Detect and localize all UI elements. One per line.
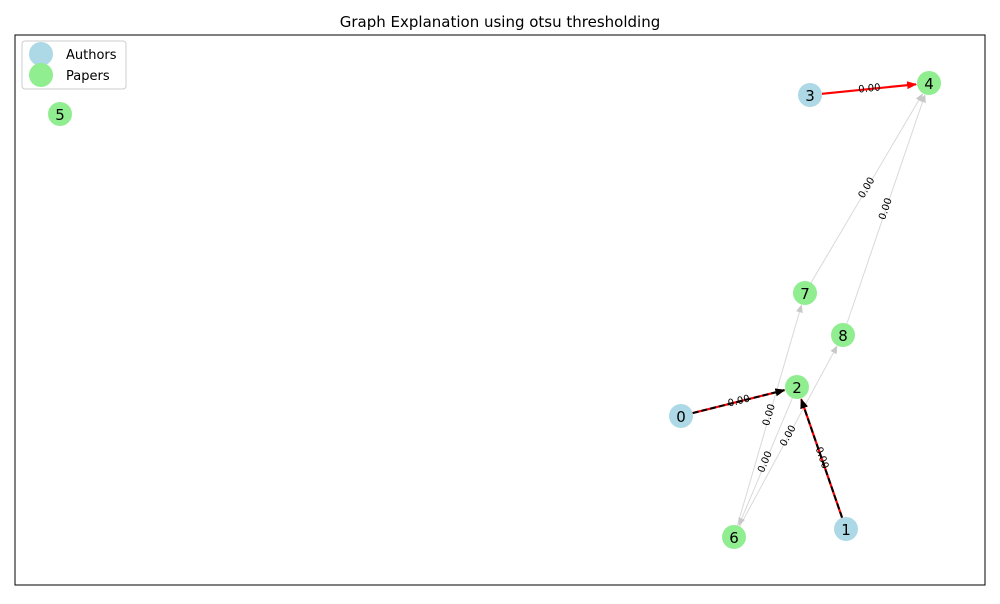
edge-label-3-4: 0.00 (858, 82, 881, 95)
node-label-0: 0 (676, 408, 686, 426)
chart-title: Graph Explanation using otsu thresholdin… (340, 13, 661, 31)
node-circle-4 (917, 71, 941, 95)
node-1: 1 (834, 517, 858, 541)
edge-label-0-2: 0.00 (727, 393, 751, 409)
node-label-2: 2 (792, 379, 802, 397)
legend-marker-papers (29, 63, 53, 87)
node-circle-0 (669, 404, 693, 428)
legend-label-papers: Papers (66, 69, 110, 84)
edge-6-7 (736, 304, 803, 526)
node-label-8: 8 (838, 327, 848, 345)
edge-labels-layer: 0.000.000.000.000.000.000.000.00 (727, 82, 895, 474)
node-circle-5 (48, 102, 72, 126)
edge-3-4 (821, 81, 918, 95)
edge-8-4 (846, 94, 926, 324)
node-label-6: 6 (729, 529, 739, 547)
legend-label-authors: Authors (66, 48, 117, 63)
edge-label-2-6: 0.00 (756, 450, 775, 475)
node-5: 5 (48, 102, 72, 126)
legend: Authors Papers (21, 40, 127, 90)
node-circle-7 (793, 281, 817, 305)
node-0: 0 (669, 404, 693, 428)
edge-label-7-4: 0.00 (857, 176, 878, 201)
node-circle-3 (798, 83, 822, 107)
node-7: 7 (793, 281, 817, 305)
node-8: 8 (831, 323, 855, 347)
edge-label-6-8: 0.00 (778, 424, 798, 449)
node-label-5: 5 (55, 106, 65, 124)
edge-2-6 (738, 397, 793, 526)
node-4: 4 (917, 71, 941, 95)
edge-7-4 (810, 93, 923, 283)
node-circle-6 (722, 525, 746, 549)
node-3: 3 (798, 83, 822, 107)
node-label-1: 1 (841, 521, 851, 539)
node-label-3: 3 (805, 87, 815, 105)
node-circle-2 (785, 375, 809, 399)
legend-marker-authors (29, 42, 53, 66)
edge-0-2-dash (692, 388, 786, 415)
node-2: 2 (785, 375, 809, 399)
edge-label-1-2: 0.00 (813, 446, 831, 471)
node-6: 6 (722, 525, 746, 549)
edges-layer (692, 81, 926, 527)
plot-frame (14, 34, 986, 586)
node-circle-8 (831, 323, 855, 347)
edge-label-6-7: 0.00 (761, 403, 778, 427)
edge-1-2-dash (800, 398, 844, 518)
node-label-7: 7 (800, 285, 810, 303)
node-circle-1 (834, 517, 858, 541)
edge-label-8-4: 0.00 (877, 197, 895, 222)
nodes-layer: 0 1 2 3 4 5 6 7 8 (48, 71, 941, 549)
node-label-4: 4 (924, 75, 934, 93)
edge-6-8 (739, 345, 838, 527)
